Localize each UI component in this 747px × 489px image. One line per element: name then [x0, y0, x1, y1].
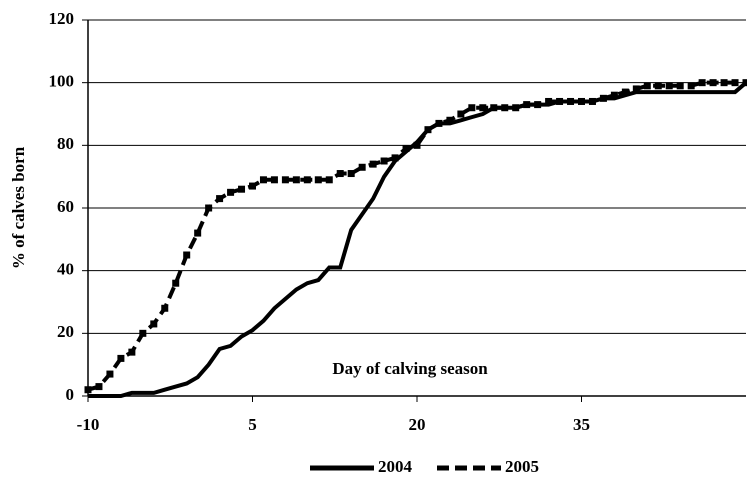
point-marker — [720, 79, 728, 87]
point-marker — [238, 185, 246, 193]
point-marker — [698, 79, 706, 87]
y-tick-label: 80 — [57, 134, 74, 153]
x-tick-label: 35 — [573, 415, 590, 434]
point-marker — [106, 370, 114, 378]
point-marker — [259, 176, 267, 184]
point-marker — [216, 195, 224, 203]
point-marker — [95, 383, 103, 391]
x-tick-label: 5 — [248, 415, 257, 434]
point-marker — [281, 176, 289, 184]
y-tick-label: 20 — [57, 322, 74, 341]
point-marker — [610, 91, 618, 99]
point-marker — [336, 170, 344, 178]
point-marker — [314, 176, 322, 184]
point-marker — [161, 304, 169, 312]
point-marker — [402, 144, 410, 152]
point-marker — [665, 82, 673, 90]
point-marker — [369, 160, 377, 168]
point-marker — [545, 97, 553, 105]
point-marker — [468, 104, 476, 112]
y-tick-label: 60 — [57, 197, 74, 216]
point-marker — [599, 94, 607, 102]
y-tick-label: 100 — [49, 72, 75, 91]
point-marker — [117, 354, 125, 362]
point-marker — [292, 176, 300, 184]
point-marker — [479, 104, 487, 112]
point-marker — [325, 176, 333, 184]
point-marker — [709, 79, 717, 87]
legend-label: 2005 — [505, 457, 539, 476]
point-marker — [578, 97, 585, 105]
point-marker — [391, 154, 399, 162]
y-tick-label: 0 — [66, 385, 75, 404]
point-marker — [632, 85, 640, 93]
point-marker — [556, 97, 564, 105]
point-marker — [501, 104, 509, 112]
point-marker — [84, 386, 92, 394]
point-marker — [249, 182, 256, 190]
point-marker — [227, 188, 235, 196]
point-marker — [128, 348, 136, 356]
point-marker — [621, 88, 629, 96]
y-tick-label: 120 — [49, 9, 75, 28]
point-marker — [676, 82, 684, 90]
point-marker — [303, 176, 311, 184]
point-marker — [654, 82, 662, 90]
point-marker — [742, 79, 747, 87]
point-marker — [490, 104, 498, 112]
point-marker — [150, 320, 158, 328]
point-marker — [446, 116, 454, 124]
point-marker — [567, 97, 575, 105]
point-marker — [643, 82, 651, 90]
point-marker — [413, 141, 421, 149]
point-marker — [731, 79, 739, 87]
y-axis-label: % of calves born — [9, 146, 28, 269]
point-marker — [139, 329, 147, 337]
point-marker — [347, 170, 355, 178]
series-line — [87, 80, 746, 392]
x-tick-label: -10 — [77, 415, 100, 434]
point-marker — [194, 229, 202, 237]
series-line — [88, 81, 747, 398]
point-marker — [588, 97, 596, 105]
point-marker — [457, 110, 465, 118]
legend-label: 2004 — [378, 457, 413, 476]
point-marker — [183, 251, 191, 259]
x-tick-label: 20 — [409, 415, 426, 434]
point-marker — [512, 104, 520, 112]
point-marker — [270, 176, 278, 184]
point-marker — [424, 126, 432, 134]
point-marker — [534, 101, 542, 109]
point-marker — [435, 119, 443, 127]
y-tick-label: 40 — [57, 260, 74, 279]
x-axis-label: Day of calving season — [332, 359, 488, 378]
point-marker — [172, 279, 180, 287]
point-marker — [687, 82, 695, 90]
point-marker — [205, 204, 213, 212]
point-marker — [523, 101, 531, 109]
point-marker — [358, 163, 366, 171]
point-marker — [380, 157, 388, 165]
